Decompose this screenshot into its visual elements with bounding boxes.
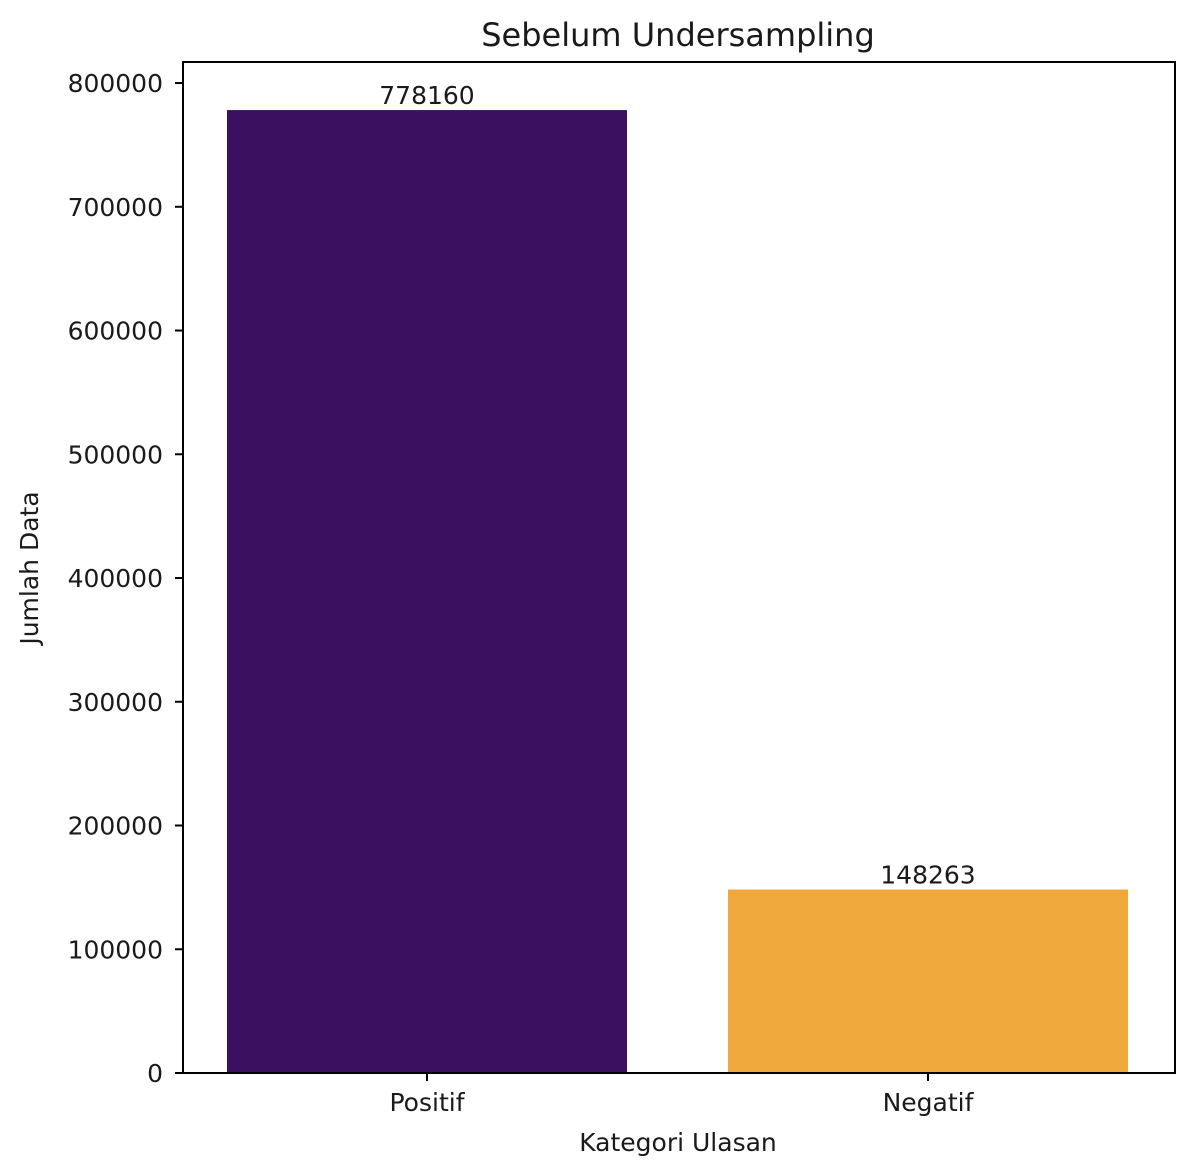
y-tick-label: 0 (147, 1059, 163, 1088)
x-axis-label: Kategori Ulasan (579, 1128, 777, 1157)
y-tick-label: 100000 (68, 935, 163, 964)
plot-frame (182, 61, 1176, 1074)
y-tick-label: 200000 (68, 812, 163, 841)
bar-positif (227, 110, 627, 1073)
y-tick-label: 300000 (68, 688, 163, 717)
x-tick-label-negatif: Negatif (883, 1088, 975, 1117)
data-label-positif: 778160 (379, 81, 474, 110)
chart-title: Sebelum Undersampling (481, 16, 875, 54)
y-tick-label: 400000 (68, 564, 163, 593)
y-tick-label: 700000 (68, 193, 163, 222)
y-tick-label: 600000 (68, 317, 163, 346)
y-tick-label: 800000 (68, 69, 163, 98)
y-tick-label: 500000 (68, 440, 163, 469)
data-label-negatif: 148263 (880, 861, 975, 890)
bar-negatif (728, 889, 1128, 1073)
x-tick-label-positif: Positif (390, 1088, 466, 1117)
y-axis-label: Jumlah Data (15, 491, 44, 646)
